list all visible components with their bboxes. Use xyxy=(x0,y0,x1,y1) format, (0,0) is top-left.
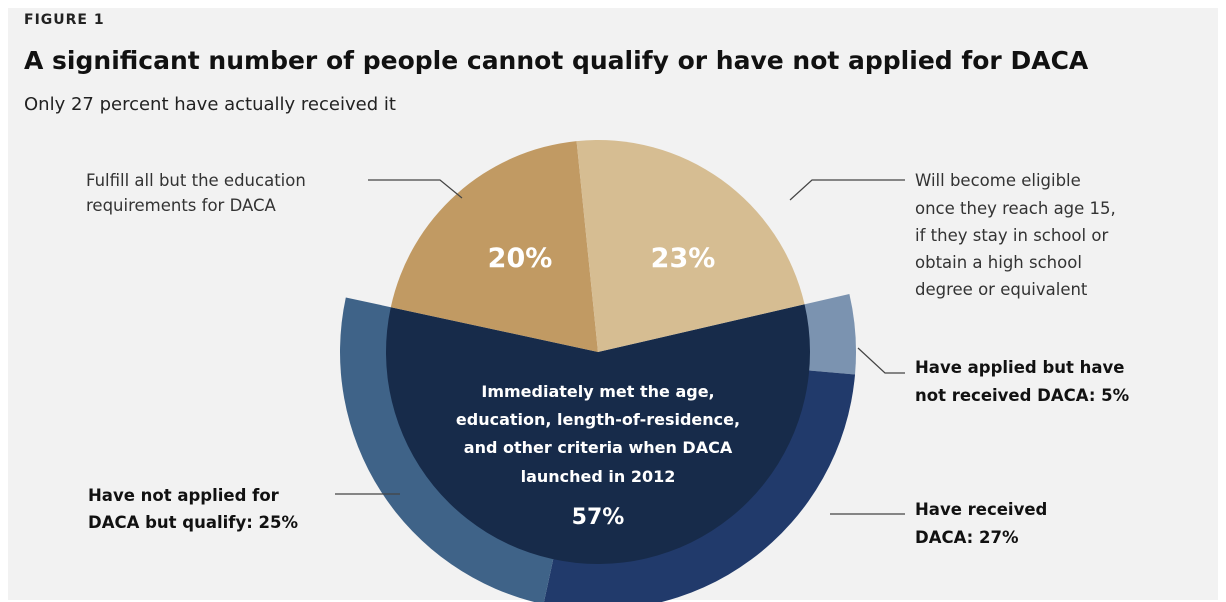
center-label-1: Immediately met the age, xyxy=(481,382,714,401)
label-applied-1: Have applied but have xyxy=(915,358,1124,377)
label-future-1: Will become eligible xyxy=(915,171,1081,190)
pct-future: 23% xyxy=(651,243,716,274)
pie-slices xyxy=(340,140,857,602)
label-applied-2: not received DACA: 5% xyxy=(915,386,1130,405)
label-future-3: if they stay in school or xyxy=(915,226,1108,245)
pct-education: 20% xyxy=(488,243,553,274)
label-education-2: requirements for DACA xyxy=(86,196,277,215)
label-future-2: once they reach age 15, xyxy=(915,199,1116,218)
center-pct: 57% xyxy=(572,505,625,530)
slice-education-requirements xyxy=(390,141,598,352)
center-label-3: and other criteria when DACA xyxy=(464,438,733,457)
center-label-2: education, length-of-residence, xyxy=(456,410,740,429)
center-label-4: launched in 2012 xyxy=(521,467,676,486)
label-not-applied-1: Have not applied for xyxy=(88,486,280,505)
leader-education xyxy=(368,179,463,199)
label-not-applied-2: DACA but qualify: 25% xyxy=(88,513,299,532)
leader-future xyxy=(789,179,905,201)
label-future-4: obtain a high school xyxy=(915,253,1082,272)
label-received-2: DACA: 27% xyxy=(915,528,1019,547)
chart-title: A significant number of people cannot qu… xyxy=(24,46,1089,75)
label-education-1: Fulfill all but the education xyxy=(86,171,306,190)
figure-label: FIGURE 1 xyxy=(24,12,105,28)
slice-future-eligible xyxy=(576,140,805,352)
label-received-1: Have received xyxy=(915,500,1047,519)
slice-immediate-inner xyxy=(386,304,811,564)
label-future-5: degree or equivalent xyxy=(915,280,1088,299)
leader-applied xyxy=(857,347,905,374)
chart-subtitle: Only 27 percent have actually received i… xyxy=(24,94,396,115)
